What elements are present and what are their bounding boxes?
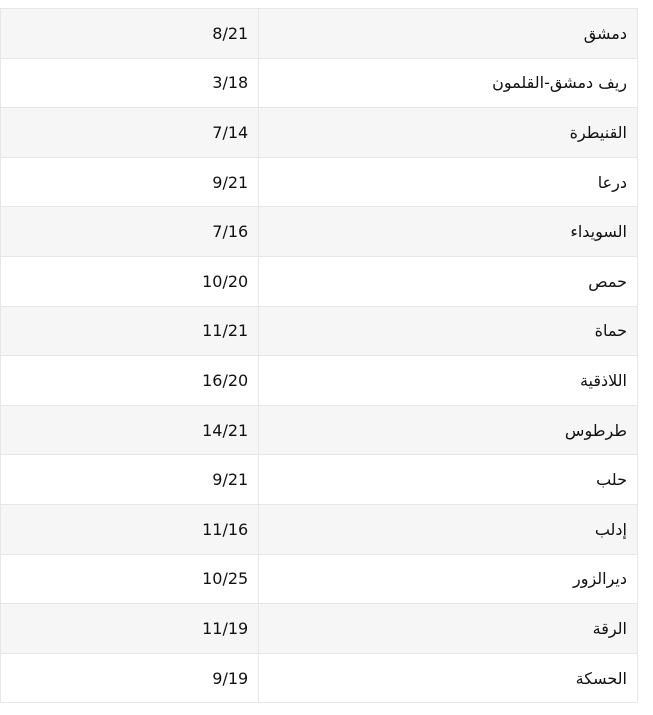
region-name: الحسكة xyxy=(258,652,638,704)
region-score: 11/19 xyxy=(0,603,260,654)
region-score: 8/21 xyxy=(0,8,260,59)
table-row: إدلب 11/16 xyxy=(0,503,638,555)
region-name: ديرالزور xyxy=(258,553,638,605)
region-name: ريف دمشق-القلمون xyxy=(258,57,638,109)
region-name: حمص xyxy=(258,255,638,307)
region-name: اللاذقية xyxy=(258,355,638,406)
table-row: دمشق 8/21 xyxy=(0,8,638,59)
region-score: 11/16 xyxy=(0,503,260,555)
region-name: طرطوس xyxy=(258,404,638,456)
table-row: ريف دمشق-القلمون 3/18 xyxy=(0,57,638,109)
region-score: 9/21 xyxy=(0,454,260,505)
region-score: 14/21 xyxy=(0,404,260,456)
region-score: 10/25 xyxy=(0,553,260,605)
region-name: السويداء xyxy=(258,206,638,257)
region-name: حماة xyxy=(258,305,638,357)
region-name: درعا xyxy=(258,156,638,208)
results-table: دمشق 8/21 ريف دمشق-القلمون 3/18 القنيطرة 7/14… xyxy=(0,8,638,704)
table-row: الرقة 11/19 xyxy=(0,603,638,654)
table-row: ديرالزور 10/25 xyxy=(0,553,638,605)
table-row: اللاذقية 16/20 xyxy=(0,355,638,406)
region-name: القنيطرة xyxy=(258,107,638,158)
table-row: السويداء 7/16 xyxy=(0,206,638,257)
region-name: الرقة xyxy=(258,603,638,654)
table-row: حمص 10/20 xyxy=(0,255,638,307)
table-row: درعا 9/21 xyxy=(0,156,638,208)
region-name: دمشق xyxy=(258,8,638,59)
region-score: 9/21 xyxy=(0,156,260,208)
table-body: دمشق 8/21 ريف دمشق-القلمون 3/18 القنيطرة 7/14… xyxy=(0,8,638,704)
region-score: 3/18 xyxy=(0,57,260,109)
region-score: 11/21 xyxy=(0,305,260,357)
region-name: إدلب xyxy=(258,503,638,555)
region-score: 16/20 xyxy=(0,355,260,406)
region-score: 9/19 xyxy=(0,652,260,704)
table-row: طرطوس 14/21 xyxy=(0,404,638,456)
table-row: حلب 9/21 xyxy=(0,454,638,505)
region-score: 10/20 xyxy=(0,255,260,307)
region-score: 7/14 xyxy=(0,107,260,158)
table-row: حماة 11/21 xyxy=(0,305,638,357)
table-row: القنيطرة 7/14 xyxy=(0,107,638,158)
region-score: 7/16 xyxy=(0,206,260,257)
region-name: حلب xyxy=(258,454,638,505)
table-row: الحسكة 9/19 xyxy=(0,652,638,704)
